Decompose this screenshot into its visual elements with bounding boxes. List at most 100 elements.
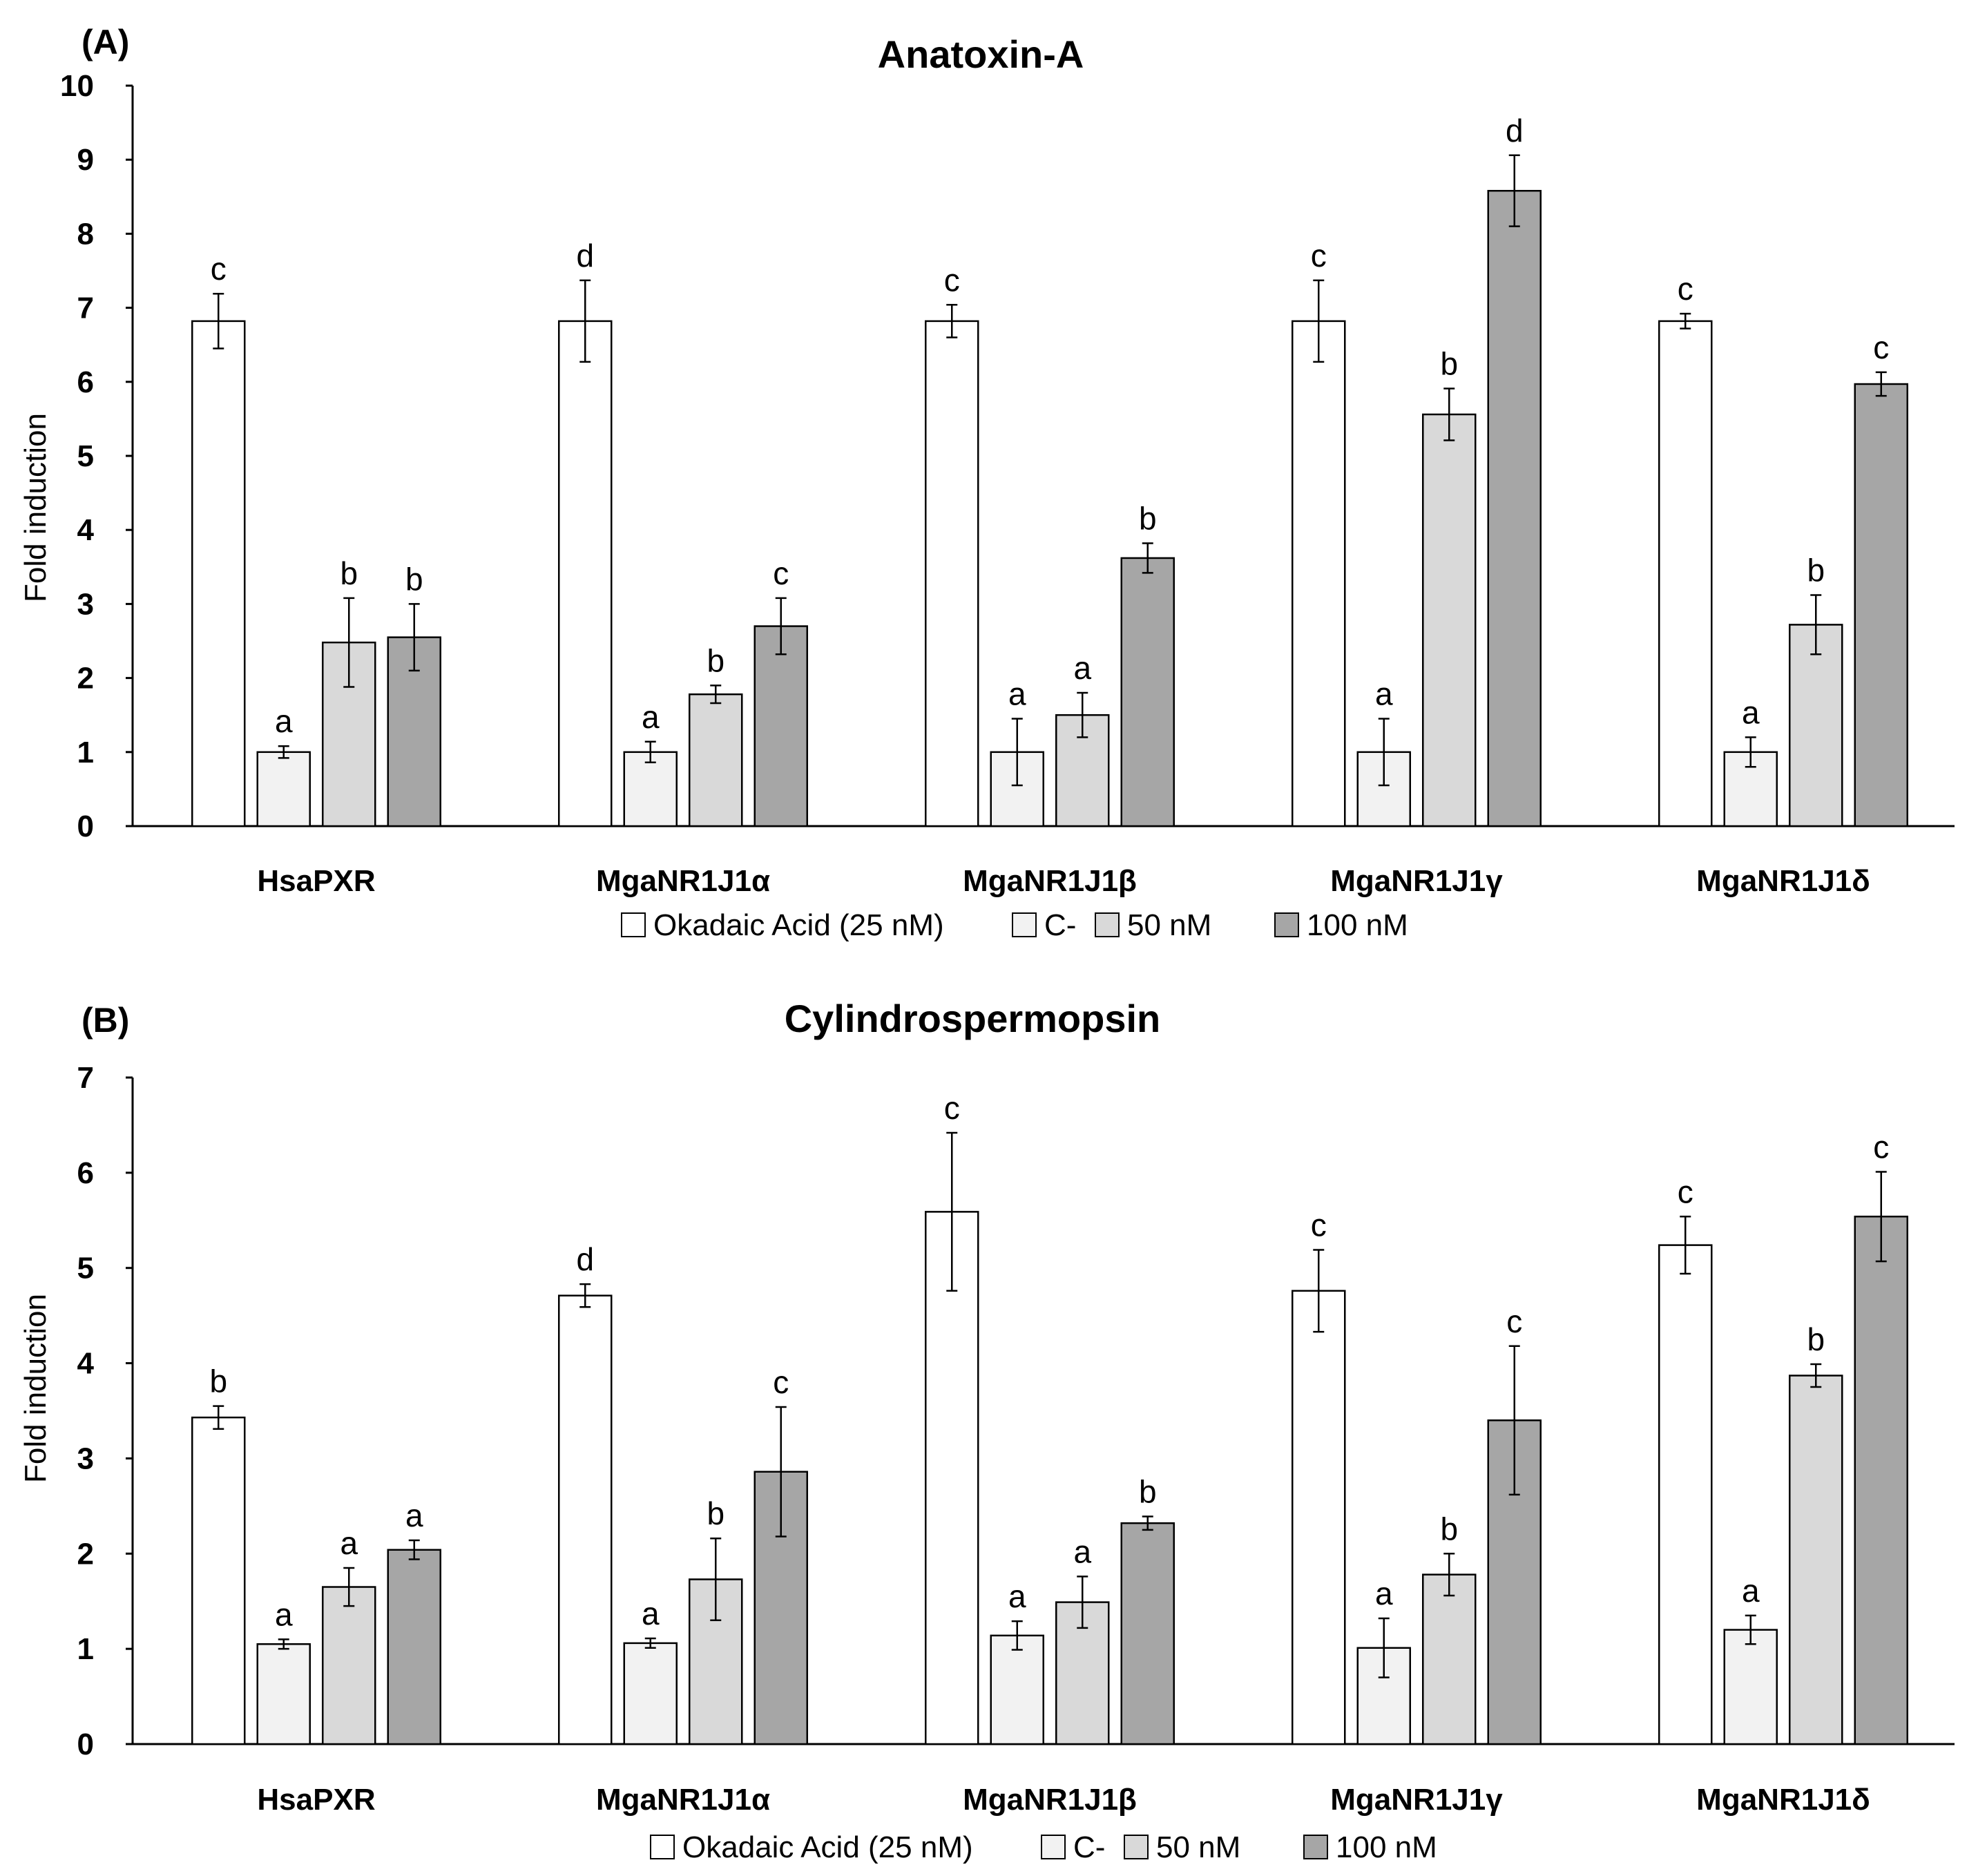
- panel-b-bar-mganr1j1-100-nm: [1854, 1216, 1908, 1745]
- legend-b-c-minus-label: C-: [1073, 1830, 1105, 1864]
- panel-b-bar-hsapxr-c: [256, 1643, 311, 1745]
- panel-b-significance-letter: b: [1139, 1474, 1157, 1510]
- panel-b-bar-mganr1j1-50-nm: [1422, 1573, 1477, 1745]
- panel-b-error-bar-mganr1j1-100-nm: [1508, 1345, 1520, 1496]
- panel-b-error-bar-mganr1j1-c: [644, 1637, 656, 1649]
- panel-b-significance-letter: a: [405, 1497, 423, 1533]
- panel-a-y-tick-label: 6: [77, 365, 94, 399]
- panel-a-y-tick-label: 1: [77, 736, 94, 769]
- panel-b-bar-hsapxr-100-nm: [387, 1549, 441, 1745]
- panel-a-significance-letter: b: [405, 561, 423, 597]
- panel-b-y-tick-label: 6: [77, 1156, 94, 1190]
- panel-a-error-bar-mganr1j1-50-nm: [1810, 594, 1822, 655]
- panel-b-error-bar-mganr1j1-okadaic-acid-25-nm: [579, 1283, 591, 1308]
- panel-b-error-bar-hsapxr-100-nm: [408, 1539, 420, 1560]
- legend-b-okadaic-swatch: [650, 1835, 675, 1859]
- panel-a-x-tick-label-mganr1j1: MgaNR1J1γ: [1330, 864, 1503, 898]
- panel-a-bar-mganr1j1-okadaic-acid-25-nm: [1292, 320, 1346, 827]
- legend-b-100nm-label: 100 nM: [1336, 1830, 1437, 1864]
- panel-a-bar-mganr1j1-100-nm: [1120, 557, 1175, 827]
- panel-a-error-bar-mganr1j1-okadaic-acid-25-nm: [946, 304, 958, 338]
- panel-a-y-tick-label: 9: [77, 143, 94, 177]
- panel-a-error-bar-mganr1j1-c: [644, 740, 656, 764]
- panel-a-significance-letter: c: [773, 555, 789, 591]
- panel-a-x-tick-label-hsapxr: HsaPXR: [257, 864, 375, 898]
- panel-a-significance-letter: a: [1742, 694, 1760, 730]
- panel-b-significance-letter: a: [275, 1596, 293, 1632]
- panel-b-bar-mganr1j1-c: [1723, 1629, 1778, 1745]
- panel-b-error-bar-mganr1j1-c: [1378, 1617, 1390, 1678]
- panel-a-x-tick-label-mganr1j1: MgaNR1J1α: [596, 864, 770, 898]
- panel-a-error-bar-mganr1j1-50-nm: [710, 685, 722, 705]
- panel-a-error-bar-mganr1j1-okadaic-acid-25-nm: [1680, 312, 1691, 329]
- panel-b-significance-letter: a: [1375, 1576, 1393, 1611]
- panel-b-y-axis-label: Fold induction: [19, 1294, 52, 1483]
- panel-a-significance-letter: a: [1073, 650, 1091, 686]
- panel-b-label: (B): [81, 1001, 129, 1040]
- panel-a-significance-letter: a: [1008, 676, 1026, 712]
- panel-b-bar-hsapxr-okadaic-acid-25-nm: [191, 1416, 246, 1745]
- panel-a-error-bar-mganr1j1-okadaic-acid-25-nm: [579, 279, 591, 363]
- panel-a-bar-mganr1j1-100-nm: [1487, 189, 1542, 827]
- panel-a-y-tick-label: 3: [77, 587, 94, 621]
- panel-b-bar-mganr1j1-okadaic-acid-25-nm: [925, 1211, 979, 1745]
- panel-b-legend: Okadaic Acid (25 nM) C- 50 nM 100 nM: [650, 1830, 1437, 1864]
- panel-b-error-bar-hsapxr-c: [278, 1638, 289, 1650]
- panel-a-error-bar-hsapxr-c: [278, 745, 289, 759]
- panel-b-significance-letter: b: [1807, 1321, 1825, 1357]
- legend-a-50nm-label: 50 nM: [1127, 908, 1211, 942]
- panel-a-bar-mganr1j1-okadaic-acid-25-nm: [1658, 320, 1713, 827]
- panel-b-significance-letter: a: [1742, 1573, 1760, 1609]
- panel-b-error-bar-mganr1j1-100-nm: [1142, 1515, 1153, 1531]
- panel-a-error-bar-mganr1j1-100-nm: [1875, 371, 1887, 397]
- legend-b-100nm-swatch: [1303, 1835, 1328, 1859]
- panel-a-bar-mganr1j1-50-nm: [1422, 413, 1477, 827]
- panel-a-bar-mganr1j1-50-nm: [689, 693, 743, 827]
- panel-b-bar-hsapxr-50-nm: [322, 1586, 376, 1745]
- panel-a-y-tick-label: 7: [77, 291, 94, 325]
- panel-b-significance-letter: a: [642, 1596, 660, 1631]
- panel-a-error-bar-mganr1j1-100-nm: [775, 597, 787, 655]
- panel-a-significance-letter: c: [944, 262, 960, 298]
- panel-a-error-bar-mganr1j1-100-nm: [1508, 154, 1520, 227]
- panel-a-y-axis-label: Fold induction: [19, 413, 52, 602]
- panel-b-bar-mganr1j1-okadaic-acid-25-nm: [1658, 1244, 1713, 1745]
- panel-b-x-tick-label-hsapxr: HsaPXR: [257, 1783, 375, 1817]
- panel-b-significance-letter: b: [1440, 1511, 1458, 1547]
- panel-a-x-tick-label-mganr1j1: MgaNR1J1β: [963, 864, 1137, 898]
- panel-b: (B) Cylindrospermopsin Fold induction 0 1…: [19, 997, 1955, 1817]
- panel-a-bar-hsapxr-c: [256, 751, 311, 827]
- panel-b-bar-mganr1j1-c: [623, 1642, 678, 1745]
- panel-b-bar-mganr1j1-c: [990, 1634, 1044, 1745]
- legend-b-50nm-swatch: [1124, 1835, 1149, 1859]
- panel-b-error-bar-mganr1j1-100-nm: [1875, 1171, 1887, 1263]
- panel-b-error-bar-mganr1j1-50-nm: [1810, 1363, 1822, 1388]
- panel-b-error-bar-mganr1j1-50-nm: [1443, 1553, 1455, 1597]
- panel-a-error-bar-mganr1j1-50-nm: [1077, 691, 1088, 738]
- panel-a-y-tick-label: 5: [77, 439, 94, 473]
- panel-a-significance-letter: b: [1139, 500, 1157, 536]
- panel-b-y-tick-label: 0: [77, 1727, 94, 1761]
- panel-b-bar-mganr1j1-50-nm: [1789, 1375, 1843, 1745]
- panel-a-significance-letter: b: [1440, 345, 1458, 381]
- panel-b-y-tick-label: 2: [77, 1537, 94, 1571]
- panel-b-significance-letter: c: [773, 1364, 789, 1400]
- panel-b-bar-mganr1j1-okadaic-acid-25-nm: [1292, 1290, 1346, 1745]
- panel-a-y-tick-label: 10: [60, 69, 94, 103]
- panel-a-bar-mganr1j1-okadaic-acid-25-nm: [925, 320, 979, 827]
- panel-b-y-tick-label: 7: [77, 1061, 94, 1095]
- panel-b-error-bar-mganr1j1-c: [1745, 1614, 1756, 1645]
- panel-b-y-tick-label: 4: [77, 1347, 95, 1381]
- panel-a-significance-letter: c: [1873, 329, 1889, 365]
- legend-a-okadaic-label: Okadaic Acid (25 nM): [653, 908, 944, 942]
- panel-b-error-bar-hsapxr-50-nm: [343, 1567, 355, 1607]
- panel-b-significance-letter: a: [1073, 1533, 1091, 1569]
- panel-a-error-bar-hsapxr-100-nm: [408, 603, 420, 672]
- panel-a-bar-mganr1j1-50-nm: [1789, 624, 1843, 827]
- panel-a-significance-letter: b: [340, 555, 358, 591]
- panel-b-significance-letter: b: [209, 1363, 227, 1399]
- panel-b-title: Cylindrospermopsin: [785, 997, 1161, 1040]
- panel-a-error-bar-mganr1j1-okadaic-acid-25-nm: [1313, 279, 1325, 363]
- panel-b-error-bar-mganr1j1-c: [1011, 1620, 1023, 1651]
